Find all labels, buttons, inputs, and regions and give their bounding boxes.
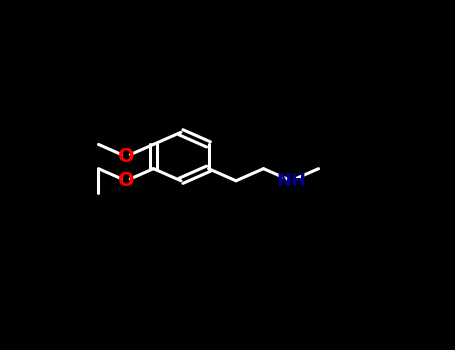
- Text: NH: NH: [276, 172, 306, 190]
- Text: O: O: [118, 147, 134, 166]
- Text: O: O: [118, 171, 134, 190]
